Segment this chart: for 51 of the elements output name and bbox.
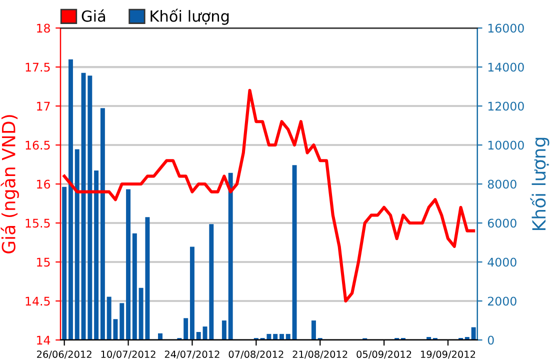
bar (209, 224, 214, 340)
bar (292, 165, 297, 340)
y-tick-label: 16 (37, 180, 50, 189)
bar (190, 246, 194, 340)
bar (68, 59, 73, 340)
bar (273, 334, 278, 340)
y-tick-label: 14 (37, 336, 50, 344)
x-tick-label: 05/09/2012 (356, 350, 412, 359)
y-tick-label: 17 (37, 102, 50, 110)
x-tick-label: 07/08/2012 (228, 350, 284, 359)
y2-tick-label: 0 (488, 336, 494, 345)
y2-tick-label: 10000 (488, 140, 524, 150)
legend-label: Khối lượng (150, 8, 229, 25)
bar (280, 334, 284, 340)
y-tick-label: 15 (37, 258, 50, 267)
bar (126, 189, 131, 340)
bar (286, 334, 290, 340)
x-tick-label: 19/09/2012 (421, 350, 476, 359)
bar (74, 149, 80, 340)
bar (106, 296, 112, 340)
y2-tick-label: 14000 (488, 62, 524, 72)
y2-tick-label: 12000 (488, 102, 524, 111)
y2-tick-label: 4000 (488, 258, 516, 267)
x-tick-label: 26/06/2012 (37, 350, 92, 359)
bar (158, 333, 162, 340)
x-tick-label: 24/07/2012 (164, 350, 220, 359)
y-tick-label: 17.5 (26, 62, 50, 72)
y-tick-label: 15.5 (26, 218, 50, 228)
bar (94, 170, 99, 340)
bar (222, 320, 226, 340)
bar (471, 327, 476, 340)
bar (311, 320, 316, 340)
y-tick-label: 16.5 (26, 140, 50, 150)
y2-tick-label: 16000 (488, 24, 524, 33)
x-tick-label: 10/07/2012 (101, 350, 156, 359)
bar (132, 233, 137, 340)
y-tick-label: 14.5 (26, 296, 50, 306)
x-tick-label: 21/08/2012 (292, 350, 348, 359)
y-axis-title: Giá (ngàn VND) (0, 115, 19, 254)
bar (184, 318, 188, 340)
y2-axis-title: Khối lượng (530, 138, 550, 230)
y-tick-label: 18 (37, 24, 50, 33)
y2-tick-label: 2000 (488, 296, 516, 306)
bar (196, 332, 201, 340)
y2-tick-label: 8000 (488, 180, 516, 189)
y2-tick-label: 6000 (488, 218, 516, 228)
bar (62, 186, 67, 340)
bar (100, 108, 105, 340)
bar (228, 172, 233, 340)
bar (120, 303, 124, 340)
legend-label: Giá (82, 9, 106, 22)
